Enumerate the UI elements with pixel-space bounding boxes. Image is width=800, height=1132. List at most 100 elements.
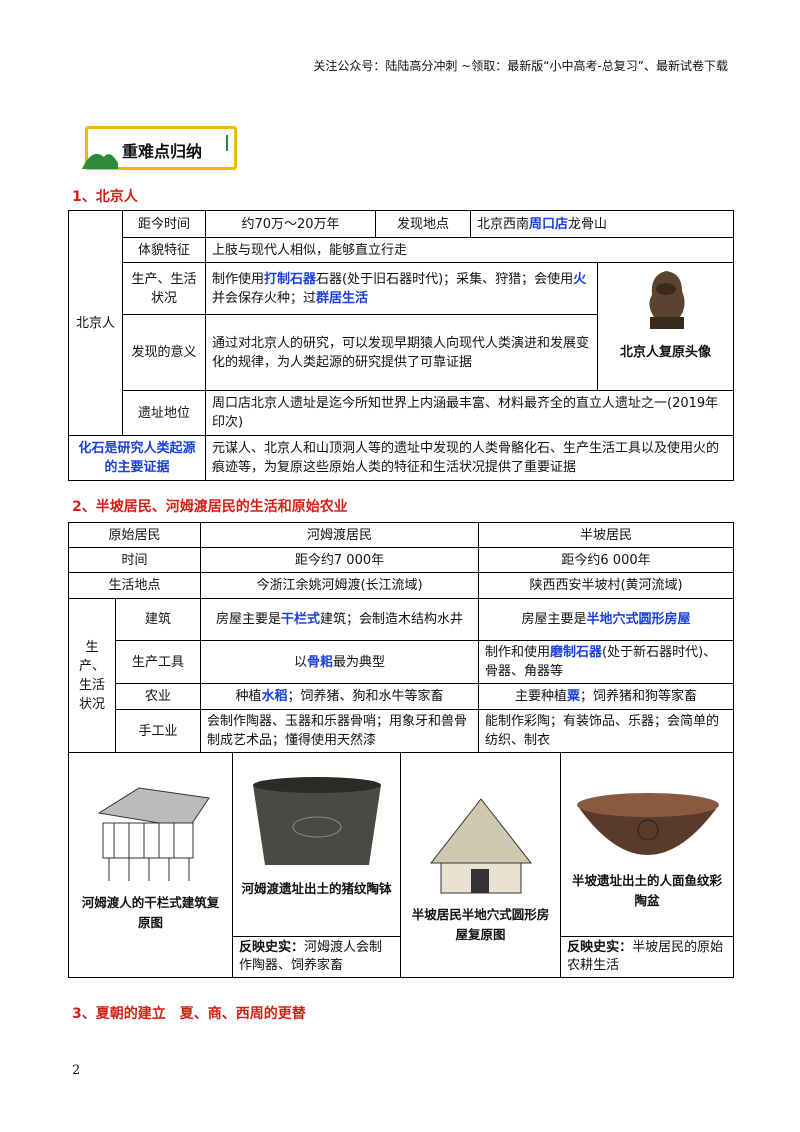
cell: 会制作陶器、玉器和乐器骨哨；用象牙和兽骨制成艺术品；懂得使用天然漆 xyxy=(200,709,480,753)
text: ；饲养猪和狗等家畜 xyxy=(580,689,698,704)
text: 反映史实： xyxy=(567,940,633,955)
text: 半坡居民的原始农耕生活 xyxy=(567,940,724,973)
cell: 体貌特征 xyxy=(122,237,206,263)
section-title: 2、半坡居民、河姆渡居民的生活和原始农业 xyxy=(72,499,348,515)
section-title: 3、夏朝的建立 夏、商、西周的更替 xyxy=(72,1006,306,1022)
text: 元谋人、北京人和山顶洞人等的遗址中发现的人类骨骼化石、生产生活工具以及使用火的痕… xyxy=(212,441,720,475)
cell: 发现的意义 xyxy=(122,314,206,391)
text: 并会保存火种；过 xyxy=(212,290,317,306)
text: 通过对北京人的研究，可以发现早期猿人向现代人类演进和发展变化的规律，为人类起源的… xyxy=(212,335,590,370)
text: 主要种植 xyxy=(514,689,567,704)
image-cell: 河姆渡人的干栏式建筑复原图 xyxy=(69,753,234,977)
image-row: 河姆渡人的干栏式建筑复原图 河姆渡遗址出土的猪纹陶钵 反映史实：河姆渡人会制作陶… xyxy=(67,752,735,978)
cell: 北京人 xyxy=(68,210,123,436)
text: 北京西南 xyxy=(477,216,530,232)
cell: 约70万～20万年 xyxy=(205,210,376,238)
cell: 手工业 xyxy=(114,709,202,753)
highlight: 干栏式 xyxy=(281,612,321,627)
cell: 原始居民 xyxy=(67,522,202,548)
text: 制作使用 xyxy=(212,271,265,287)
cell: 距今时间 xyxy=(122,210,206,238)
cell: 制作和使用磨制石器(处于新石器时代)、骨器、角器等 xyxy=(478,640,735,684)
highlight: 半地穴式圆形房屋 xyxy=(586,612,691,627)
cell: 农业 xyxy=(114,683,202,710)
cell: 生产、生活状况 xyxy=(122,261,206,316)
text: 会制作陶器、玉器和乐器骨哨；用象牙和兽骨制成艺术品；懂得使用天然漆 xyxy=(207,714,468,748)
text: 半坡居民半地穴式圆形房屋复原图 xyxy=(411,907,550,942)
cell: 上肢与现代人相似，能够直立行走 xyxy=(204,237,735,263)
highlight: 打制石器 xyxy=(264,271,317,287)
text: 最为典型 xyxy=(333,654,386,670)
badge: 重难点归纳 xyxy=(82,126,237,170)
cell: 今浙江余姚河姆渡(长江流域) xyxy=(200,572,480,599)
painted-basin-image xyxy=(577,793,720,855)
stilt-house-image xyxy=(97,787,210,881)
pottery-bowl-image xyxy=(253,777,382,865)
cell: 北京西南周口店龙骨山 xyxy=(469,210,735,238)
cell: 种植水稻；饲养猪、狗和水牛等家畜 xyxy=(200,683,480,710)
text: 房屋主要是 xyxy=(215,612,281,627)
text: 半坡遗址出土的人面鱼纹彩陶盆 xyxy=(572,873,723,908)
text: 种植 xyxy=(235,689,262,704)
highlight: 粟 xyxy=(567,689,581,704)
image-cell: 北京人复原头像 xyxy=(596,262,735,391)
text: (处于新石器时代)、骨器、角器等 xyxy=(485,645,717,679)
peking-man-table: 北京人 距今时间 约70万～20万年 发现地点 北京西南周口店龙骨山 体貌特征 … xyxy=(68,210,735,481)
text: ；饲养猪、狗和水牛等家畜 xyxy=(287,689,444,704)
text: 北京人复原头像 xyxy=(620,345,712,360)
highlight: 水稻 xyxy=(261,689,288,704)
cell: 陕西西安半坡村(黄河流域) xyxy=(478,572,735,599)
cell: 以骨耜最为典型 xyxy=(200,640,480,684)
cell: 主要种植粟；饲养猪和狗等家畜 xyxy=(478,683,735,710)
page-number: 2 xyxy=(72,1063,81,1078)
text: 建筑；会制造木结构水井 xyxy=(320,612,464,627)
badge-icon xyxy=(82,153,118,169)
cell: 房屋主要是干栏式建筑；会制造木结构水井 xyxy=(200,598,480,641)
section-title: 1、北京人 xyxy=(72,189,138,205)
highlight: 磨制石器 xyxy=(550,645,603,660)
cell: 元谋人、北京人和山顶洞人等的遗址中发现的人类骨骼化石、生产生活工具以及使用火的痕… xyxy=(204,435,735,481)
round-house-image xyxy=(429,798,533,894)
cell: 建筑 xyxy=(114,598,202,641)
header-notice: 关注公众号：陆陆高分冲刺 ~领取：最新版“小中高考-总复习”、最新试卷下载 xyxy=(313,59,728,73)
cell: 化石是研究人类起源的主要证据 xyxy=(68,435,206,481)
cell: 河姆渡居民 xyxy=(200,522,480,548)
cell: 周口店北京人遗址是迄今所知世界上内涵最丰富、材料最齐全的直立人遗址之一(2019… xyxy=(204,390,735,436)
cell: 生产工具 xyxy=(114,640,202,684)
image-cell: 河姆渡遗址出土的猪纹陶钵 反映史实：河姆渡人会制作陶器、饲养家畜 xyxy=(233,753,402,977)
highlight: 骨耜 xyxy=(307,654,334,670)
cell: 制作使用打制石器石器(处于旧石器时代)；采集、狩猎；会使用火并会保存火种；过群居… xyxy=(205,261,598,316)
text: 河姆渡人的干栏式建筑复原图 xyxy=(81,895,220,930)
image-cell: 半坡居民半地穴式圆形房屋复原图 xyxy=(401,753,562,977)
text: 石器(处于旧石器时代)；采集、狩猎；会使用 xyxy=(316,271,574,287)
text: 河姆渡人会制作陶器、饲养家畜 xyxy=(239,940,383,973)
text: 以 xyxy=(293,654,307,670)
bust-image xyxy=(648,271,685,329)
text: 房屋主要是 xyxy=(521,612,587,627)
highlight: 周口店 xyxy=(529,216,569,232)
text: 河姆渡遗址出土的猪纹陶钵 xyxy=(241,881,392,896)
cell: 生活地点 xyxy=(67,572,202,599)
note: 反映史实：河姆渡人会制作陶器、饲养家畜 xyxy=(233,936,401,977)
image-cell: 半坡遗址出土的人面鱼纹彩陶盆 反映史实：半坡居民的原始农耕生活 xyxy=(561,753,734,977)
cell: 半坡居民 xyxy=(478,522,735,548)
cell: 生产、生活状况 xyxy=(68,598,116,753)
cell: 遗址地位 xyxy=(122,390,206,436)
text: 能制作彩陶；有装饰品、乐器；会简单的纺织、制衣 xyxy=(485,714,720,748)
badge-mark xyxy=(226,135,228,151)
text: 制作和使用 xyxy=(485,645,551,660)
image-strip: 河姆渡人的干栏式建筑复原图 河姆渡遗址出土的猪纹陶钵 反映史实：河姆渡人会制作陶… xyxy=(69,753,734,977)
cell: 距今约6 000年 xyxy=(478,547,735,573)
cell: 距今约7 000年 xyxy=(200,547,480,573)
cell: 时间 xyxy=(67,547,202,573)
note: 反映史实：半坡居民的原始农耕生活 xyxy=(561,936,734,977)
highlight: 火 xyxy=(573,271,587,287)
text: 龙骨山 xyxy=(568,216,608,232)
text: 约70万～20万年 xyxy=(241,216,340,232)
badge-title: 重难点归纳 xyxy=(122,142,203,161)
cell: 发现地点 xyxy=(375,210,471,238)
cell: 房屋主要是半地穴式圆形房屋 xyxy=(478,598,735,641)
text: 上肢与现代人相似，能够直立行走 xyxy=(212,242,408,258)
text: 反映史实： xyxy=(239,940,305,955)
